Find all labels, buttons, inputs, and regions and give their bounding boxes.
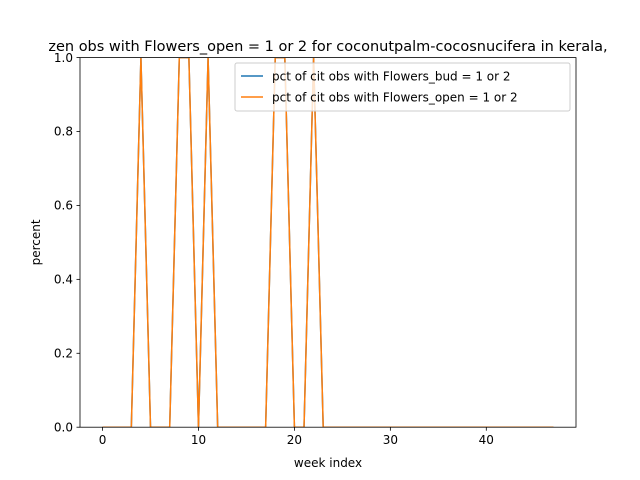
legend-frame <box>234 62 571 112</box>
x-tick-label: 10 <box>191 433 206 447</box>
legend-label-open: pct of cit obs with Flowers_open = 1 or … <box>272 91 518 105</box>
y-axis: 0.0 0.2 0.4 0.6 0.8 1.0 <box>54 51 80 434</box>
x-axis: 0 10 20 30 40 <box>99 427 494 447</box>
series-layer <box>102 57 554 428</box>
legend-label-bud: pct of cit obs with Flowers_bud = 1 or 2 <box>272 70 511 84</box>
x-tick-label: 0 <box>99 433 107 447</box>
y-tick-label: 0.4 <box>54 273 73 287</box>
y-tick-label: 0.6 <box>54 199 73 213</box>
y-tick-label: 0.0 <box>54 420 73 434</box>
y-axis-label: percent <box>29 219 43 265</box>
chart-title: zen obs with Flowers_open = 1 or 2 for c… <box>48 39 607 55</box>
x-tick-label: 30 <box>383 433 398 447</box>
y-tick-label: 0.2 <box>54 346 73 360</box>
x-tick-label: 20 <box>287 433 302 447</box>
x-axis-label: week index <box>294 456 362 470</box>
y-tick-label: 1.0 <box>54 51 73 65</box>
series-line-1 <box>102 57 554 428</box>
plot-frame <box>79 57 577 428</box>
x-tick-label: 40 <box>479 433 494 447</box>
series-line-0 <box>102 57 554 428</box>
legend: pct of cit obs with Flowers_bud = 1 or 2… <box>234 62 571 112</box>
y-tick-label: 0.8 <box>54 125 73 139</box>
